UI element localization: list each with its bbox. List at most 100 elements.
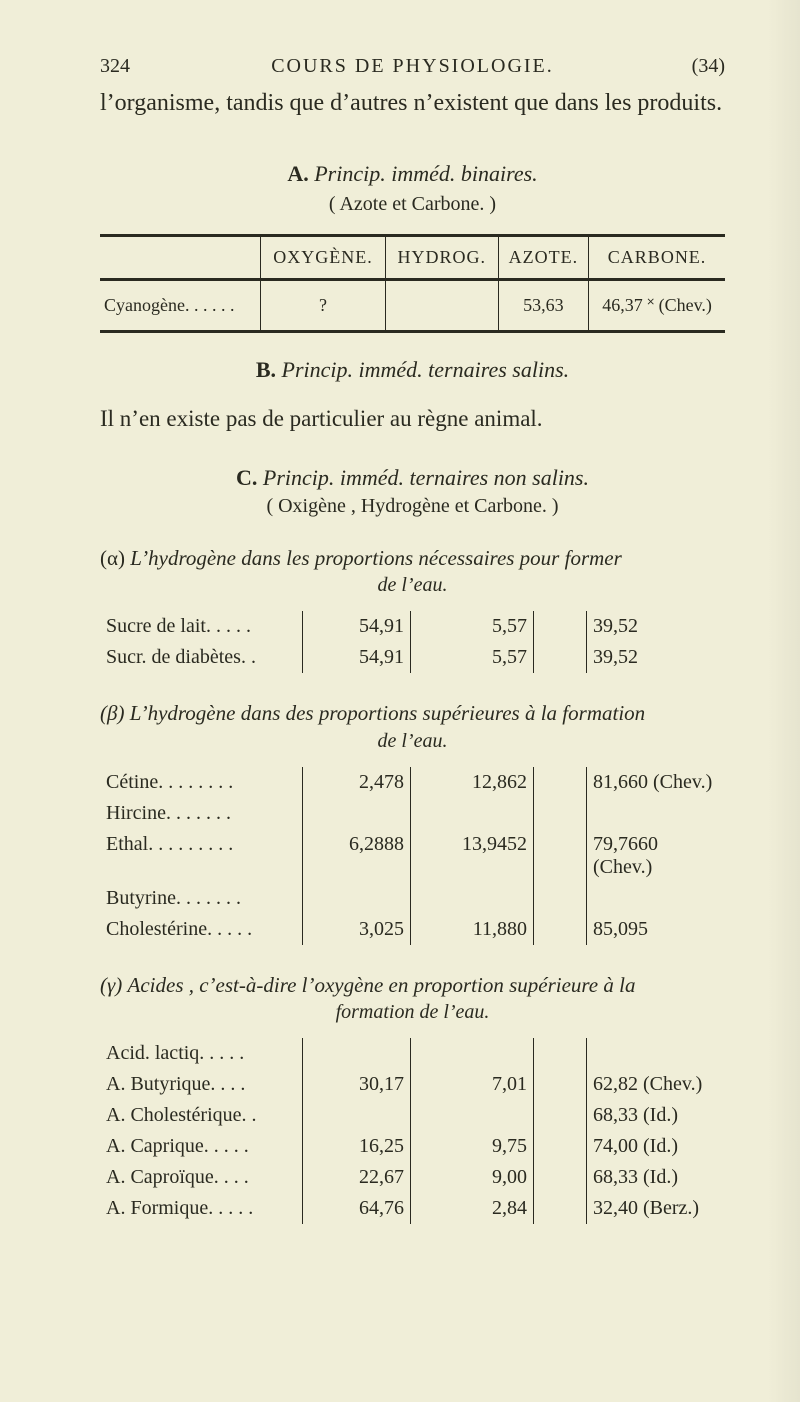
row-label: Hircine. . . . . . .: [100, 798, 303, 829]
table-row: Sucr. de diabètes. .54,915,5739,52: [100, 642, 725, 673]
section-b: B. Princip. imméd. ternaires salins. Il …: [100, 357, 725, 435]
table-row: Ethal. . . . . . . . .6,288813,945279,76…: [100, 829, 725, 883]
row-val-b: [411, 798, 534, 829]
running-title: COURS DE PHYSIOLOGIE.: [180, 55, 645, 78]
row-val-b: 2,84: [411, 1193, 534, 1224]
row-label: Sucre de lait. . . . .: [100, 611, 303, 642]
row-val-d: 79,7660 (Chev.): [587, 829, 726, 883]
table-row: Butyrine. . . . . . .: [100, 883, 725, 914]
binaires-table: OXYGÈNE. HYDROG. AZOTE. CARBONE. Cyanogè…: [100, 234, 725, 333]
row-val-d: 68,33 (Id.): [587, 1100, 726, 1131]
section-a-label: A.: [287, 161, 308, 186]
row-val-d: 85,095: [587, 914, 726, 945]
row-label: A. Butyrique. . . .: [100, 1069, 303, 1100]
table-row: A. Caproïque. . . .22,679,00 68,33 (Id.): [100, 1162, 725, 1193]
beta-table: Cétine. . . . . . . .2,47812,86281,660 (…: [100, 767, 725, 945]
section-c-label: C.: [236, 465, 257, 490]
col-azote: AZOTE.: [498, 235, 589, 279]
row-val-b: 13,9452: [411, 829, 534, 883]
row-label: Butyrine. . . . . . .: [100, 883, 303, 914]
row-val-a: 30,17: [303, 1069, 411, 1100]
row-val-b: 7,01: [411, 1069, 534, 1100]
row-val-d: [587, 1038, 726, 1069]
row-val-d: [587, 798, 726, 829]
row-val-d: 62,82 (Chev.): [587, 1069, 726, 1100]
row-val-c: [534, 642, 587, 673]
section-a-subtitle: ( Azote et Carbone. ): [100, 193, 725, 216]
section-a-heading: A. Princip. imméd. binaires.: [100, 161, 725, 187]
row-cyanogene-label: Cyanogène. . . . . .: [100, 279, 260, 331]
section-b-title: Princip. imméd. ternaires salins.: [282, 357, 570, 382]
row-val-b: 9,00: [411, 1162, 534, 1193]
table-row: Cétine. . . . . . . .2,47812,86281,660 (…: [100, 767, 725, 798]
section-b-body: Il n’en existe pas de particulier au règ…: [100, 403, 725, 435]
row-gap: [534, 1069, 587, 1100]
row-label: Acid. lactiq. . . . .: [100, 1038, 303, 1069]
table-row: Sucre de lait. . . . .54,915,57 39,52: [100, 611, 725, 642]
running-head: 324 COURS DE PHYSIOLOGIE. (34): [100, 55, 725, 78]
row-val-b: [411, 1038, 534, 1069]
row-gap: [534, 1100, 587, 1131]
row-val-d: 39,52: [587, 611, 726, 642]
row-val-a: [303, 1038, 411, 1069]
row-label: A. Caprique. . . . .: [100, 1131, 303, 1162]
row-cyanogene-hyd: [386, 279, 499, 331]
row-val-a: 22,67: [303, 1162, 411, 1193]
table-row: A. Caprique. . . . .16,259,75 74,00 (Id.): [100, 1131, 725, 1162]
gamma-table: Acid. lactiq. . . . .A. Butyrique. . . .…: [100, 1038, 725, 1224]
row-gap: [534, 1162, 587, 1193]
row-gap: [534, 767, 587, 798]
beta-de-leau: de l’eau.: [100, 730, 725, 753]
intro-paragraph: l’organisme, tandis que d’autres n’exist…: [100, 86, 725, 121]
alpha-lead-text: L’hydrogène dans les proportions nécessa…: [130, 546, 622, 570]
section-a-title: Princip. imméd. binaires.: [314, 161, 537, 186]
row-label: Cholestérine. . . . .: [100, 914, 303, 945]
row-val-b: 12,862: [411, 767, 534, 798]
row-val-a: 3,025: [303, 914, 411, 945]
row-val-a: 6,2888: [303, 829, 411, 883]
row-val-b: 5,57: [411, 611, 534, 642]
row-label: Cétine. . . . . . . .: [100, 767, 303, 798]
alpha-de-leau: de l’eau.: [100, 574, 725, 597]
section-b-label: B.: [256, 357, 276, 382]
row-cyanogene-carb: 46,37 ˟ (Chev.): [589, 279, 725, 331]
section-c: C. Princip. imméd. ternaires non salins.…: [100, 465, 725, 518]
row-label: A. Formique. . . . .: [100, 1193, 303, 1224]
table-row: A. Formique. . . . .64,762,8432,40 (Berz…: [100, 1193, 725, 1224]
row-val-b: [411, 883, 534, 914]
row-val-d: 81,660 (Chev.): [587, 767, 726, 798]
row-val-b: 5,57: [411, 642, 534, 673]
row-val-b: 11,880: [411, 914, 534, 945]
row-gap: [534, 1038, 587, 1069]
row-val-b: [411, 1100, 534, 1131]
table-row: A. Cholestérique. .68,33 (Id.): [100, 1100, 725, 1131]
beta-lead-text: (β) L’hydrogène dans des proportions sup…: [100, 701, 645, 725]
row-gap: [534, 1131, 587, 1162]
row-val-a: 16,25: [303, 1131, 411, 1162]
row-val-a: [303, 1100, 411, 1131]
row-cyanogene-oxy: ?: [260, 279, 385, 331]
section-a: A. Princip. imméd. binaires. ( Azote et …: [100, 161, 725, 216]
row-val-c: [534, 611, 587, 642]
gamma-lead-text: (γ) Acides , c’est-à-dire l’oxygène en p…: [100, 973, 635, 997]
row-cyanogene-azote: 53,63: [498, 279, 589, 331]
section-b-heading: B. Princip. imméd. ternaires salins.: [100, 357, 725, 383]
row-val-d: 74,00 (Id.): [587, 1131, 726, 1162]
row-val-d: 68,33 (Id.): [587, 1162, 726, 1193]
gamma-lead: (γ) Acides , c’est-à-dire l’oxygène en p…: [100, 971, 725, 999]
section-c-sub: ( Oxigène , Hydrogène et Carbone. ): [100, 495, 725, 518]
page-number-right: (34): [645, 55, 725, 78]
section-c-title: Princip. imméd. ternaires non salins.: [263, 465, 589, 490]
table-row: A. Butyrique. . . .30,177,01 62,82 (Chev.…: [100, 1069, 725, 1100]
page-edge-shadow: [745, 0, 800, 1402]
row-val-d: [587, 883, 726, 914]
alpha-table: Sucre de lait. . . . .54,915,5739,52Sucr…: [100, 611, 725, 673]
row-label: A. Caproïque. . . .: [100, 1162, 303, 1193]
row-val-b: 9,75: [411, 1131, 534, 1162]
alpha-lead: (α) L’hydrogène dans les proportions néc…: [100, 544, 725, 572]
page: 324 COURS DE PHYSIOLOGIE. (34) l’organis…: [0, 0, 800, 1402]
section-c-heading: C. Princip. imméd. ternaires non salins.: [100, 465, 725, 491]
row-label: Sucr. de diabètes. .: [100, 642, 303, 673]
row-gap: [534, 1193, 587, 1224]
row-val-a: 54,91: [303, 611, 411, 642]
